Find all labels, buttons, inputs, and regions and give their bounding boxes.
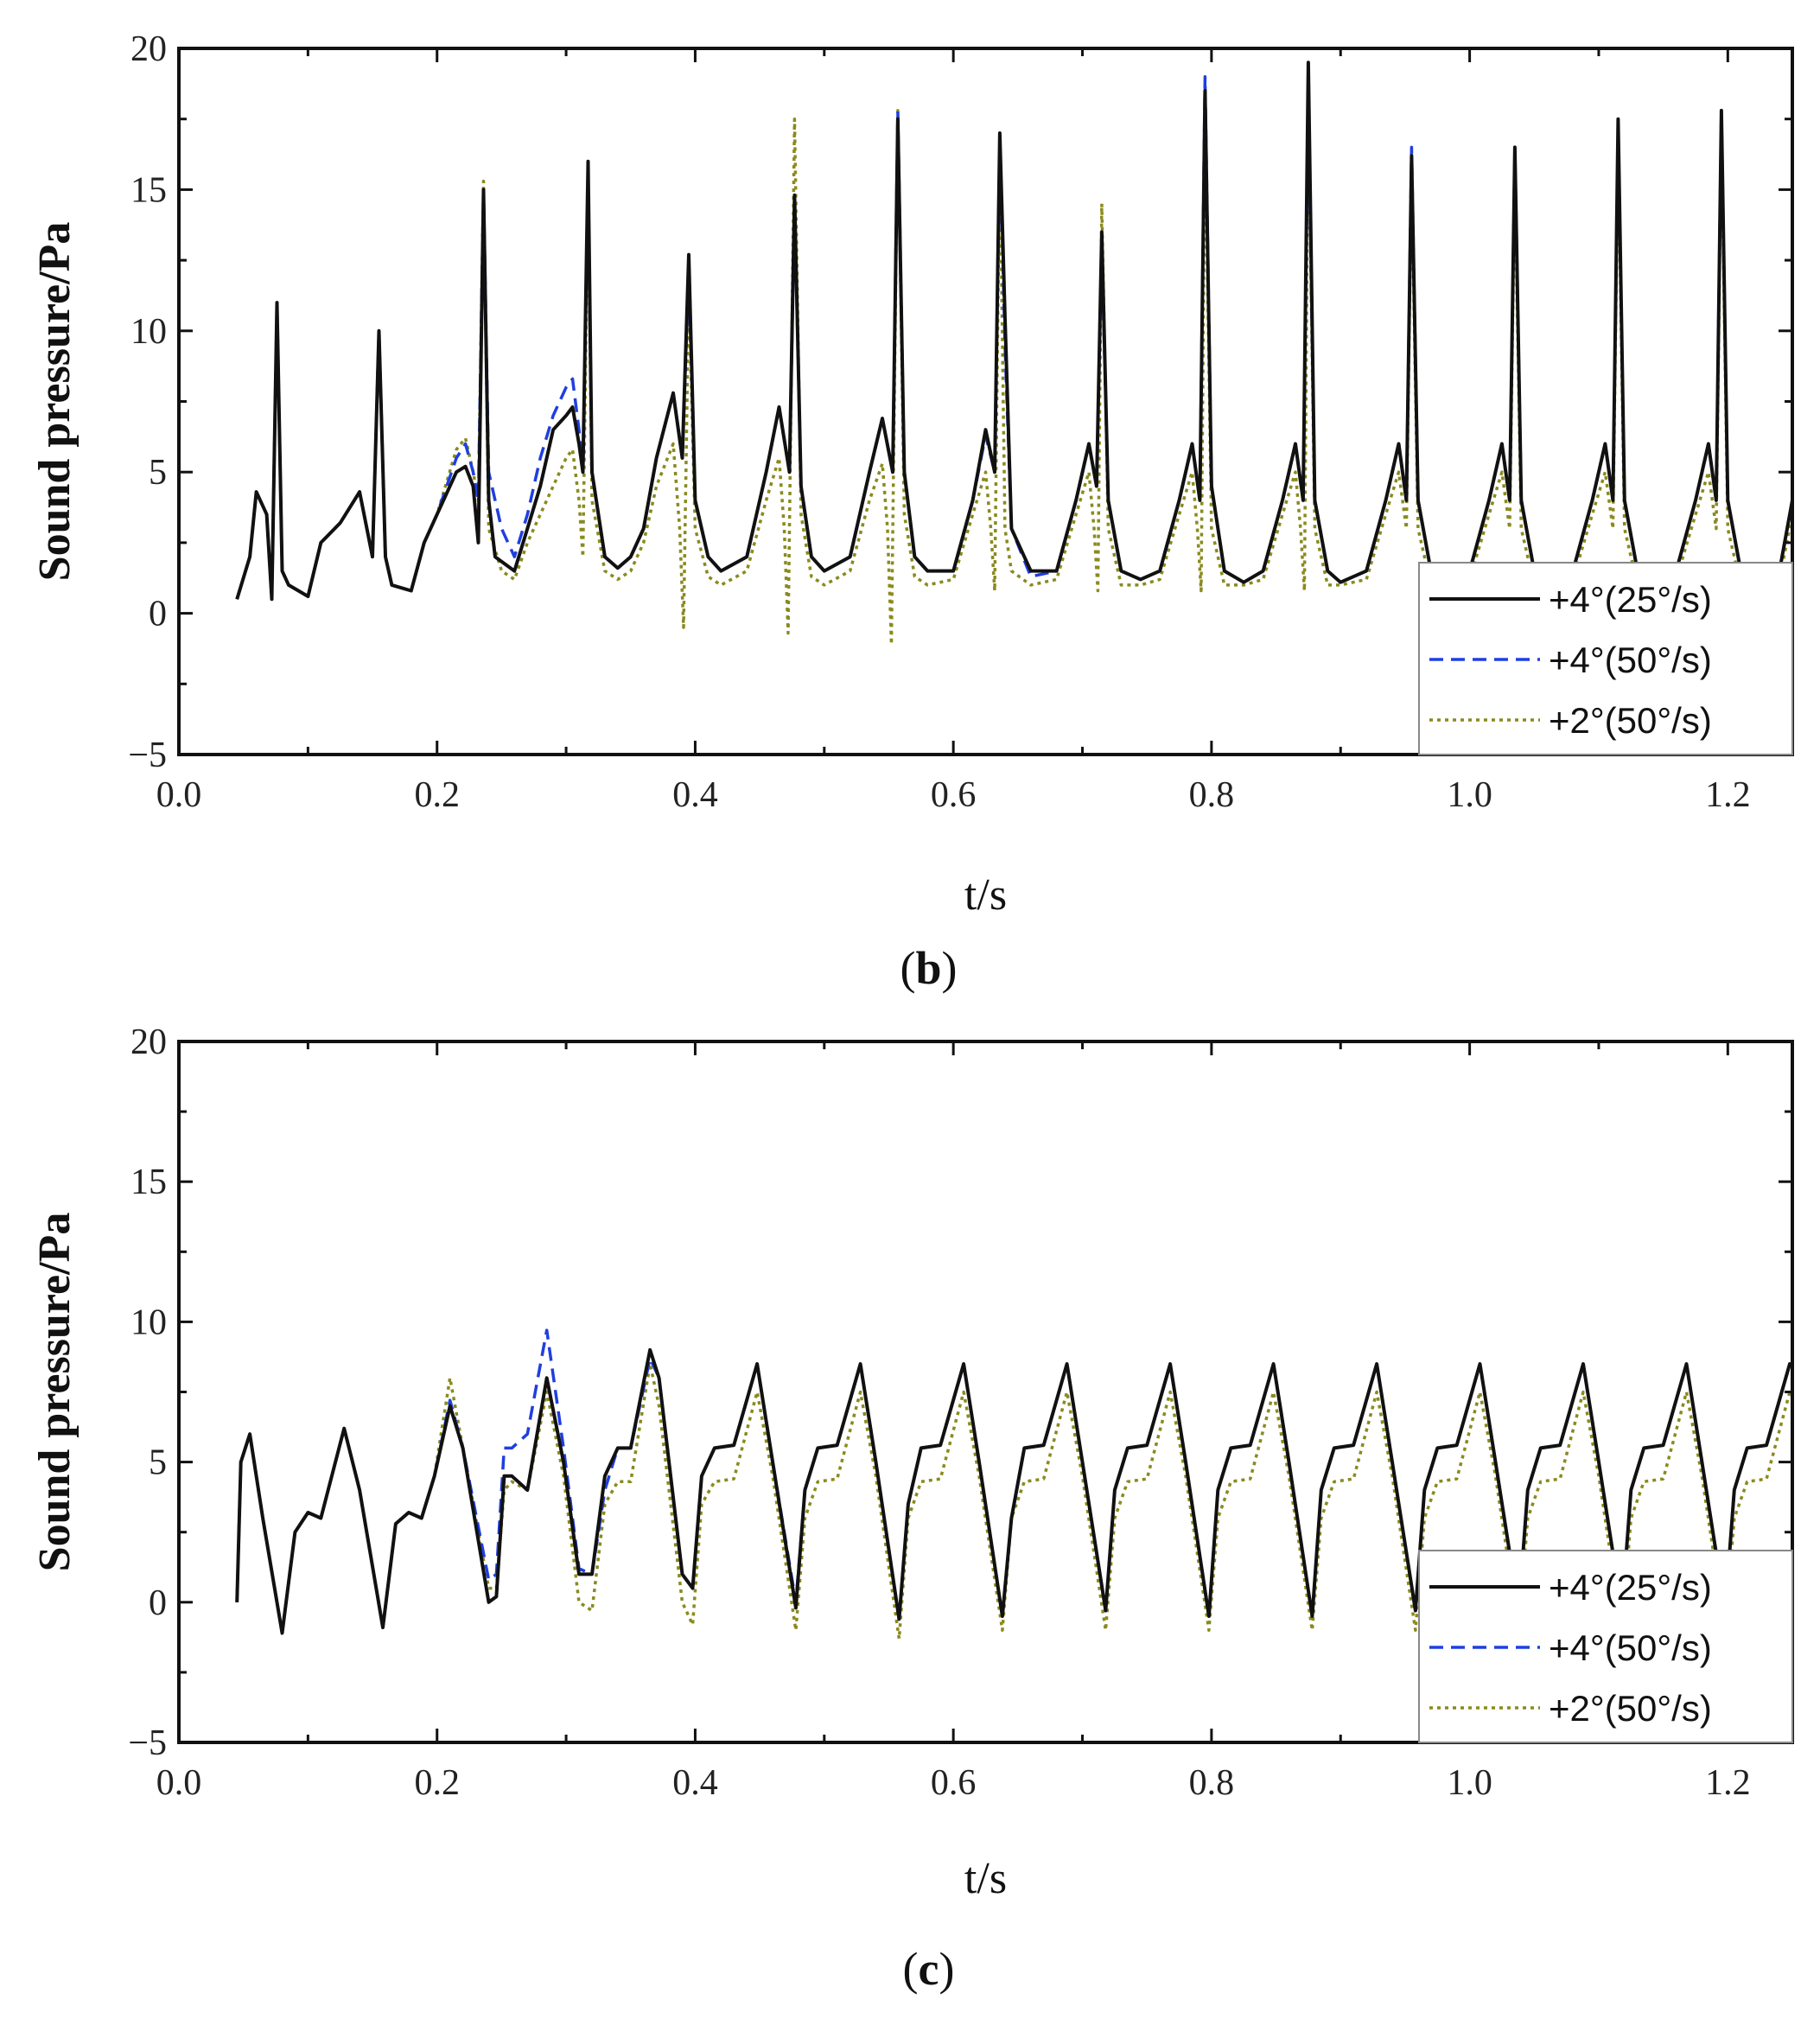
- y-tick-label: 15: [130, 170, 167, 210]
- legend-label-2: +4°(50°/s): [1549, 640, 1712, 680]
- y-tick-label: 5: [149, 453, 167, 493]
- y-axis-title: Sound pressure/Pa: [30, 222, 80, 582]
- panel-label: (c): [903, 1943, 955, 1995]
- x-tick-label: 0.6: [931, 1763, 977, 1803]
- y-tick-label: −5: [128, 1723, 167, 1763]
- y-tick-label: 20: [130, 29, 167, 69]
- legend-label-1: +4°(25°/s): [1549, 1567, 1712, 1608]
- x-tick-label: 0.0: [156, 1763, 202, 1803]
- x-tick-label: 0.4: [672, 1763, 718, 1803]
- series-line-2: [235, 74, 1792, 602]
- x-tick-label: 1.2: [1705, 775, 1751, 815]
- x-tick-label: 0.2: [414, 1763, 460, 1803]
- x-tick-label: 1.0: [1447, 775, 1492, 815]
- series-line-1: [235, 1347, 1792, 1635]
- legend: +4°(25°/s) +4°(50°/s) +2°(50°/s): [1418, 1550, 1793, 1743]
- x-tick-label: 1.2: [1705, 1763, 1751, 1803]
- y-tick-label: −5: [128, 736, 167, 775]
- y-tick-label: 10: [130, 312, 167, 352]
- x-tick-label: 0.0: [156, 775, 202, 815]
- x-tick-label: 0.8: [1189, 1763, 1235, 1803]
- chart-c-svg: 0.0 0.2 0.4 0.6 0.8 1.0 1.2 −5 0 5 10 15 20 t/s Sound …: [30, 1022, 1794, 1995]
- series-line-3: [235, 103, 1792, 646]
- x-tick-label: 1.0: [1447, 1763, 1492, 1803]
- y-axis-title: Sound pressure/Pa: [30, 1213, 80, 1572]
- x-axis-title: t/s: [964, 1854, 1007, 1903]
- x-tick-label: 0.6: [931, 775, 977, 815]
- x-tick-label: 0.8: [1189, 775, 1235, 815]
- y-tick-label: 15: [130, 1162, 167, 1202]
- x-tick-label: 0.2: [414, 775, 460, 815]
- y-tick-label: 5: [149, 1443, 167, 1483]
- panel-label: (b): [900, 942, 957, 994]
- y-tick-label: 0: [149, 1583, 167, 1623]
- chart-panel-b: 0.0 0.2 0.4 0.6 0.8 1.0 1.2 −5 0 5 10 15 20 t/s Sound …: [30, 29, 1794, 994]
- series-line-1: [235, 61, 1792, 602]
- chart-b-svg: 0.0 0.2 0.4 0.6 0.8 1.0 1.2 −5 0 5 10 15 20 t/s Sound …: [30, 29, 1794, 994]
- y-tick-label: 20: [130, 1022, 167, 1062]
- legend-label-3: +2°(50°/s): [1549, 700, 1712, 741]
- y-tick-label: 10: [130, 1302, 167, 1342]
- y-tick-label: 0: [149, 595, 167, 634]
- legend-label-2: +4°(50°/s): [1549, 1627, 1712, 1668]
- plot-area: [235, 1328, 1792, 1640]
- legend-label-3: +2°(50°/s): [1549, 1688, 1712, 1729]
- legend-label-1: +4°(25°/s): [1549, 579, 1712, 620]
- legend: +4°(25°/s) +4°(50°/s) +2°(50°/s): [1418, 562, 1793, 755]
- x-axis-title: t/s: [964, 870, 1007, 920]
- plot-area: [235, 61, 1792, 646]
- chart-panel-c: 0.0 0.2 0.4 0.6 0.8 1.0 1.2 −5 0 5 10 15 20 t/s Sound …: [0, 1010, 1820, 2019]
- x-tick-label: 0.4: [672, 775, 718, 815]
